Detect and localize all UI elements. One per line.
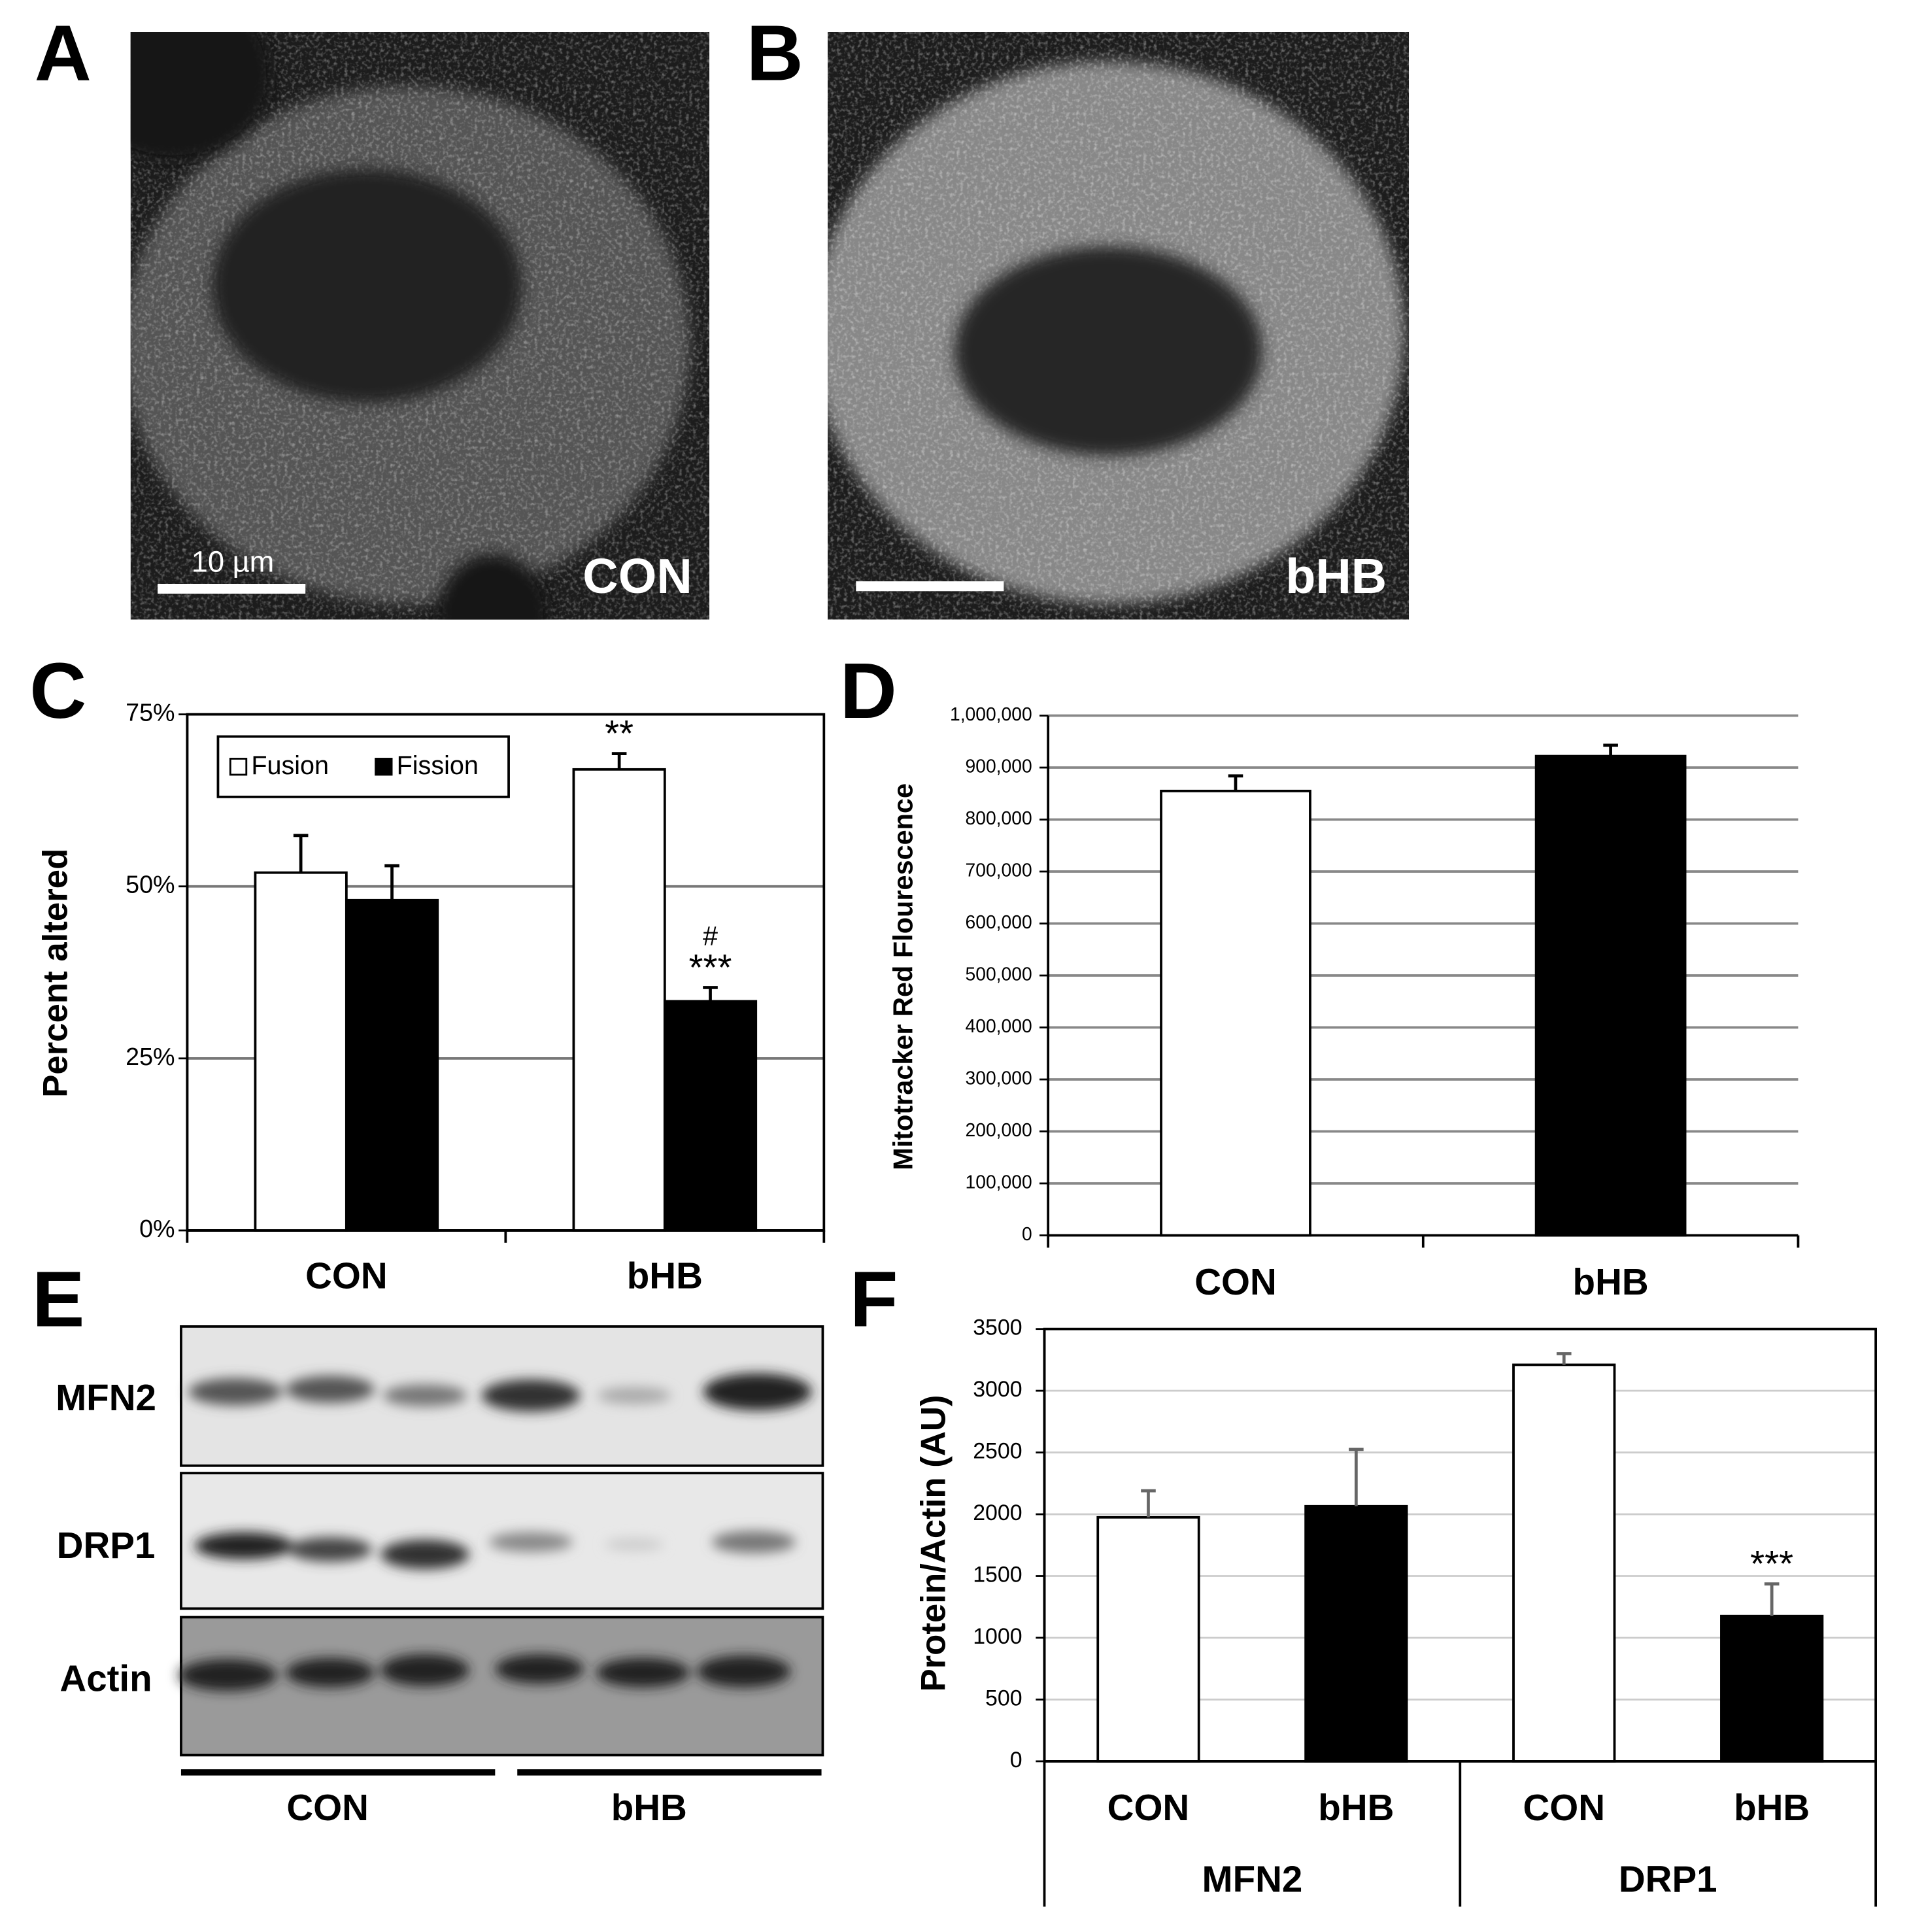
image-label: CON [583, 549, 692, 603]
image-label: bHB [1285, 549, 1387, 603]
y-tick-label: 400,000 [966, 1015, 1032, 1036]
y-tick-label: 50% [126, 871, 175, 898]
error-bar [1764, 1582, 1780, 1616]
scale-label: 10 µm [192, 545, 275, 579]
x-tick-label: CON [305, 1255, 388, 1296]
y-tick-label: 1000 [973, 1624, 1022, 1649]
legend-label: Fission [397, 751, 479, 780]
significance-label: # [703, 921, 718, 951]
y-tick-label: 1,000,000 [950, 703, 1032, 724]
error-bar [1603, 743, 1618, 756]
y-tick-label: 0% [139, 1215, 175, 1242]
micrograph: bHB [827, 31, 1410, 620]
bar [663, 1000, 758, 1232]
y-axis-label: Protein/Actin (AU) [915, 1395, 953, 1691]
y-tick-label: 0 [1022, 1223, 1032, 1244]
y-tick-label: 700,000 [966, 859, 1032, 880]
bar [1096, 1516, 1200, 1763]
bar [254, 871, 348, 1232]
x-tick-label: bHB [1734, 1787, 1810, 1828]
x-tick-label: bHB [627, 1255, 703, 1296]
panel-label: B [747, 8, 803, 97]
blot-group-label: CON [286, 1787, 369, 1828]
legend-swatch [375, 758, 393, 776]
y-tick-label: 25% [126, 1043, 175, 1070]
blot-row-label: DRP1 [57, 1525, 156, 1566]
bar [345, 898, 439, 1232]
panel-label: E [32, 1255, 84, 1344]
panel-label: D [840, 647, 897, 735]
y-tick-label: 500 [985, 1686, 1022, 1710]
error-bar [384, 864, 399, 900]
bar [1160, 789, 1311, 1237]
y-tick-label: 1500 [973, 1562, 1022, 1587]
x-tick-label: bHB [1573, 1261, 1649, 1302]
blot-row-label: Actin [59, 1657, 152, 1699]
bar [1304, 1504, 1408, 1763]
x-tick-label: CON [1523, 1787, 1605, 1828]
y-tick-label: 75% [126, 699, 175, 726]
panel-label: A [35, 8, 92, 97]
error-bar [1228, 774, 1243, 791]
x-tick-label: bHB [1318, 1787, 1394, 1828]
y-tick-label: 2500 [973, 1439, 1022, 1464]
group-label: MFN2 [1202, 1858, 1303, 1899]
bar [1534, 754, 1687, 1237]
x-tick-label: CON [1107, 1787, 1190, 1828]
y-tick-label: 900,000 [966, 755, 1032, 776]
y-tick-label: 600,000 [966, 911, 1032, 932]
y-tick-label: 2000 [973, 1500, 1022, 1525]
legend-label: Fusion [251, 751, 329, 780]
error-bar [293, 834, 309, 873]
blot-row-label: MFN2 [56, 1377, 156, 1418]
y-tick-label: 3000 [973, 1377, 1022, 1402]
bar [1512, 1363, 1616, 1763]
y-tick-label: 300,000 [966, 1067, 1032, 1088]
error-bar [1141, 1489, 1156, 1517]
error-bar [1556, 1352, 1572, 1365]
error-bar [1349, 1448, 1364, 1506]
significance-label: ** [605, 713, 634, 754]
group-label: DRP1 [1619, 1858, 1717, 1899]
bar [1720, 1614, 1824, 1763]
y-axis-label: Percent altered [36, 849, 75, 1098]
western-blot [178, 1325, 824, 1776]
panel-label: C [29, 647, 86, 735]
significance-label: *** [689, 947, 732, 988]
bar [572, 768, 666, 1232]
y-axis-label: Mitotracker Red Flourescence [888, 783, 919, 1170]
error-bar [611, 752, 627, 770]
micrograph: 10 µm CON [130, 31, 710, 620]
y-tick-label: 200,000 [966, 1119, 1032, 1140]
y-tick-label: 500,000 [966, 963, 1032, 984]
blot-group-label: bHB [611, 1787, 687, 1828]
y-tick-label: 800,000 [966, 807, 1032, 828]
x-tick-label: CON [1194, 1261, 1277, 1302]
panel-label: F [850, 1255, 898, 1344]
y-tick-label: 0 [1010, 1748, 1022, 1772]
legend-swatch [229, 758, 248, 776]
y-tick-label: 100,000 [966, 1171, 1032, 1192]
significance-label: *** [1750, 1543, 1793, 1584]
y-tick-label: 3500 [973, 1315, 1022, 1340]
legend-box [216, 735, 510, 798]
error-bar [703, 986, 718, 1002]
